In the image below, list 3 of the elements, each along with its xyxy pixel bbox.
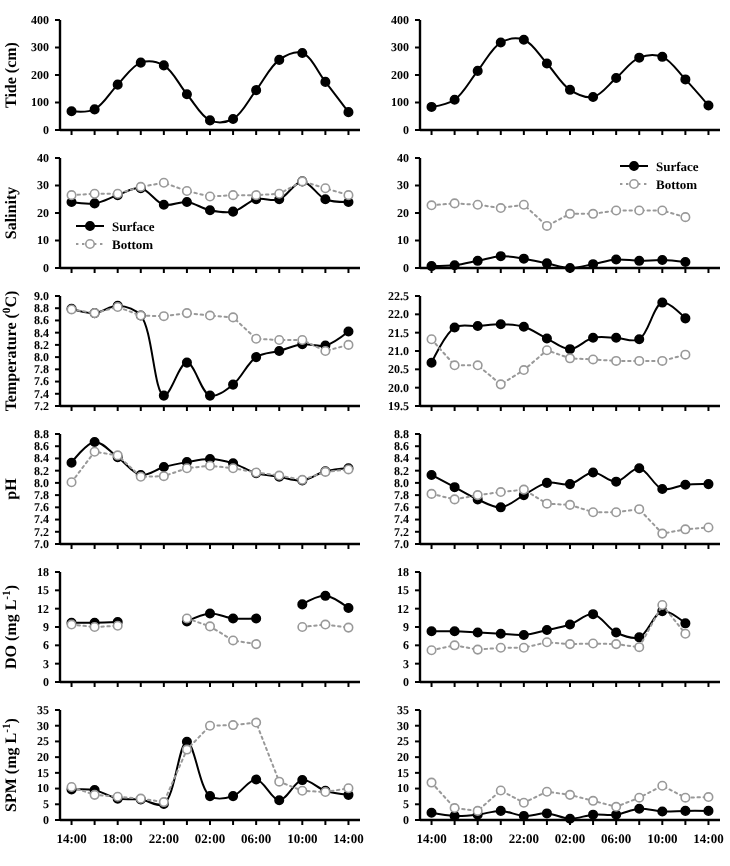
y-axis-title: pH [2,476,20,500]
y-axis-title: Tide (cm) [2,41,20,108]
y-axis-title: Salinity [2,186,20,240]
